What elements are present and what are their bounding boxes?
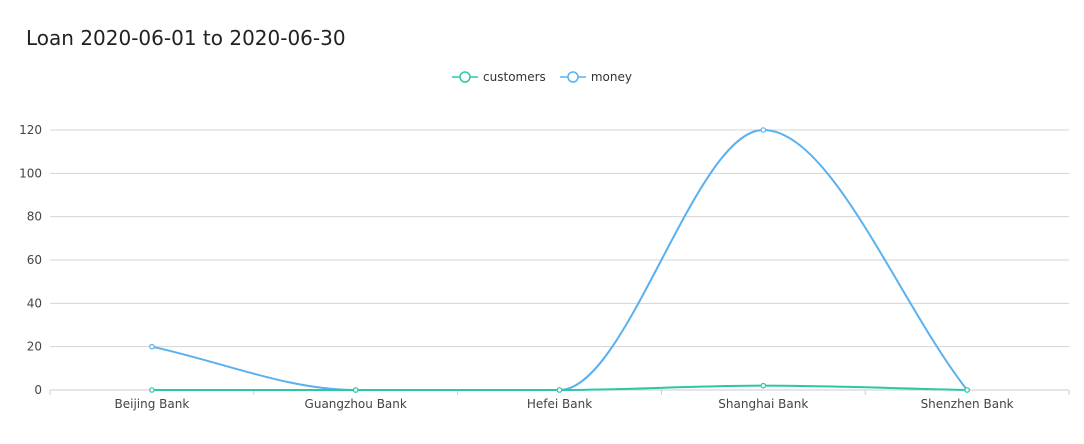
legend-marker-customers bbox=[452, 71, 479, 83]
x-tick-label: Shenzhen Bank bbox=[921, 397, 1014, 411]
data-point-money bbox=[149, 343, 155, 350]
y-tick-label: 20 bbox=[27, 340, 42, 354]
legend-label-money: money bbox=[590, 70, 632, 84]
data-point-customers bbox=[964, 387, 970, 393]
data-point-money bbox=[760, 127, 767, 133]
legend-marker-money bbox=[559, 71, 586, 83]
legend-item-customers[interactable]: customers bbox=[452, 70, 546, 84]
series-line-money bbox=[151, 128, 968, 392]
legend-item-money[interactable]: money bbox=[559, 70, 632, 84]
x-tick-label: Guangzhou Bank bbox=[305, 397, 407, 411]
y-tick-label: 120 bbox=[19, 123, 42, 137]
data-point-customers bbox=[352, 387, 359, 393]
data-point-customers bbox=[556, 387, 563, 393]
data-point-customers bbox=[760, 382, 767, 389]
y-tick-label: 0 bbox=[34, 383, 42, 397]
y-tick-label: 100 bbox=[19, 166, 42, 180]
y-tick-label: 80 bbox=[27, 210, 42, 224]
x-tick-label: Shanghai Bank bbox=[718, 397, 808, 411]
y-tick-label: 60 bbox=[27, 253, 42, 267]
y-tick-label: 40 bbox=[27, 296, 42, 310]
x-tick-label: Hefei Bank bbox=[527, 397, 592, 411]
legend-label-customers: customers bbox=[483, 70, 546, 84]
x-tick-label: Beijing Bank bbox=[115, 397, 190, 411]
chart-title: Loan 2020-06-01 to 2020-06-30 bbox=[26, 26, 346, 50]
legend: customers money bbox=[0, 70, 1084, 84]
data-point-customers bbox=[149, 387, 155, 393]
